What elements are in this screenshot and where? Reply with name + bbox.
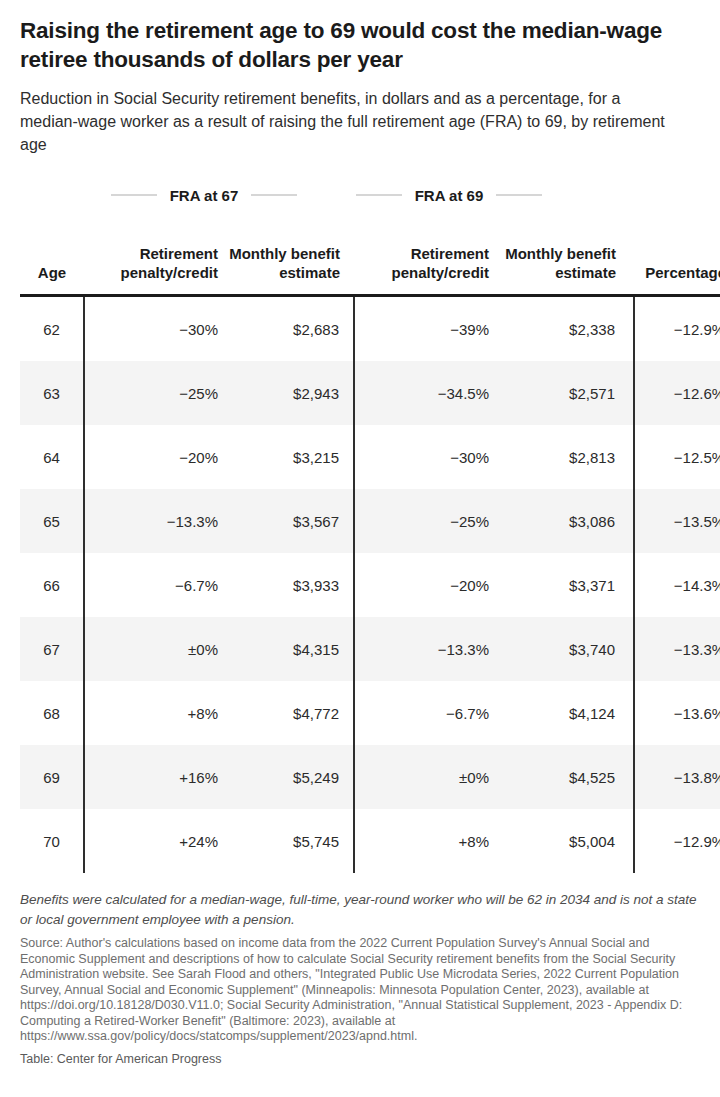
penalty-fra69-cell: −39% <box>354 296 503 362</box>
penalty-fra67-cell: −25% <box>84 361 228 425</box>
table-row: 68+8%$4,772−6.7%$4,124−13.6% <box>20 681 720 745</box>
dash-line-icon <box>496 194 542 196</box>
table-row: 70+24%$5,745+8%$5,004−12.9% <box>20 809 720 873</box>
penalty-fra69-cell: −6.7% <box>354 681 503 745</box>
table-row: 69+16%$5,249±0%$4,525−13.8% <box>20 745 720 809</box>
benefit-fra67-cell: $3,215 <box>228 425 354 489</box>
penalty-fra69-cell: −13.3% <box>354 617 503 681</box>
figure-subtitle: Reduction in Social Security retirement … <box>20 87 680 156</box>
figure-source: Source: Author's calculations based on i… <box>20 936 700 1045</box>
figure-credit: Table: Center for American Progress <box>20 1052 700 1067</box>
benefit-fra67-cell: $4,772 <box>228 681 354 745</box>
age-cell: 68 <box>20 681 84 745</box>
col-header-penalty-fra67: Retirement penalty/credit <box>84 204 228 296</box>
group-label-fra67: FRA at 67 <box>82 187 326 204</box>
table-row: 64−20%$3,215−30%$2,813−12.5% <box>20 425 720 489</box>
benefit-fra69-cell: $4,525 <box>503 745 634 809</box>
percentage-cut-cell: −13.8% <box>634 745 720 809</box>
benefit-fra67-cell: $4,315 <box>228 617 354 681</box>
table-row: 65−13.3%$3,567−25%$3,086−13.5% <box>20 489 720 553</box>
penalty-fra67-cell: −6.7% <box>84 553 228 617</box>
percentage-cut-cell: −12.9% <box>634 296 720 362</box>
percentage-cut-cell: −12.6% <box>634 361 720 425</box>
group-label-fra67-text: FRA at 67 <box>170 187 239 204</box>
table-row: 66−6.7%$3,933−20%$3,371−14.3% <box>20 553 720 617</box>
age-cell: 63 <box>20 361 84 425</box>
age-cell: 69 <box>20 745 84 809</box>
percentage-cut-cell: −12.5% <box>634 425 720 489</box>
benefit-fra67-cell: $5,249 <box>228 745 354 809</box>
benefit-fra67-cell: $2,943 <box>228 361 354 425</box>
percentage-cut-cell: −12.9% <box>634 809 720 873</box>
age-cell: 62 <box>20 296 84 362</box>
penalty-fra67-cell: −30% <box>84 296 228 362</box>
figure-container: Raising the retirement age to 69 would c… <box>0 0 720 1097</box>
penalty-fra69-cell: −30% <box>354 425 503 489</box>
figure-title: Raising the retirement age to 69 would c… <box>20 16 700 74</box>
benefits-table: Age Retirement penalty/credit Monthly be… <box>20 204 720 873</box>
benefit-fra69-cell: $2,338 <box>503 296 634 362</box>
benefit-fra69-cell: $2,813 <box>503 425 634 489</box>
benefit-fra69-cell: $3,740 <box>503 617 634 681</box>
figure-note: Benefits were calculated for a median-wa… <box>20 890 698 929</box>
percentage-cut-cell: −13.6% <box>634 681 720 745</box>
percentage-cut-cell: −13.3% <box>634 617 720 681</box>
penalty-fra67-cell: −20% <box>84 425 228 489</box>
penalty-fra69-cell: +8% <box>354 809 503 873</box>
col-header-benefit-fra69: Monthly benefit estimate <box>503 204 634 296</box>
penalty-fra69-cell: −25% <box>354 489 503 553</box>
age-cell: 70 <box>20 809 84 873</box>
col-header-penalty-fra69: Retirement penalty/credit <box>354 204 503 296</box>
benefit-fra69-cell: $5,004 <box>503 809 634 873</box>
penalty-fra67-cell: +24% <box>84 809 228 873</box>
col-header-percentage-cut: Percentage cut <box>634 204 720 296</box>
col-header-age: Age <box>20 204 84 296</box>
group-label-fra69: FRA at 69 <box>326 187 572 204</box>
penalty-fra69-cell: −34.5% <box>354 361 503 425</box>
penalty-fra67-cell: ±0% <box>84 617 228 681</box>
penalty-fra67-cell: +16% <box>84 745 228 809</box>
table-header: Age Retirement penalty/credit Monthly be… <box>20 204 720 296</box>
penalty-fra69-cell: ±0% <box>354 745 503 809</box>
benefit-fra67-cell: $3,567 <box>228 489 354 553</box>
benefit-fra69-cell: $3,371 <box>503 553 634 617</box>
age-cell: 64 <box>20 425 84 489</box>
column-group-labels: FRA at 67 FRA at 69 <box>20 186 700 204</box>
benefit-fra69-cell: $2,571 <box>503 361 634 425</box>
penalty-fra67-cell: −13.3% <box>84 489 228 553</box>
age-cell: 66 <box>20 553 84 617</box>
benefit-fra67-cell: $5,745 <box>228 809 354 873</box>
percentage-cut-cell: −14.3% <box>634 553 720 617</box>
table-row: 63−25%$2,943−34.5%$2,571−12.6% <box>20 361 720 425</box>
dash-line-icon <box>251 194 297 196</box>
age-cell: 65 <box>20 489 84 553</box>
col-header-benefit-fra67: Monthly benefit estimate <box>228 204 354 296</box>
table-header-row: Age Retirement penalty/credit Monthly be… <box>20 204 720 296</box>
dash-line-icon <box>356 194 402 196</box>
penalty-fra69-cell: −20% <box>354 553 503 617</box>
dash-line-icon <box>111 194 157 196</box>
benefit-fra69-cell: $4,124 <box>503 681 634 745</box>
benefit-fra69-cell: $3,086 <box>503 489 634 553</box>
benefit-fra67-cell: $3,933 <box>228 553 354 617</box>
percentage-cut-cell: −13.5% <box>634 489 720 553</box>
age-cell: 67 <box>20 617 84 681</box>
table-body: 62−30%$2,683−39%$2,338−12.9%63−25%$2,943… <box>20 296 720 874</box>
table-row: 62−30%$2,683−39%$2,338−12.9% <box>20 296 720 362</box>
benefit-fra67-cell: $2,683 <box>228 296 354 362</box>
table-row: 67±0%$4,315−13.3%$3,740−13.3% <box>20 617 720 681</box>
group-label-fra69-text: FRA at 69 <box>415 187 484 204</box>
penalty-fra67-cell: +8% <box>84 681 228 745</box>
